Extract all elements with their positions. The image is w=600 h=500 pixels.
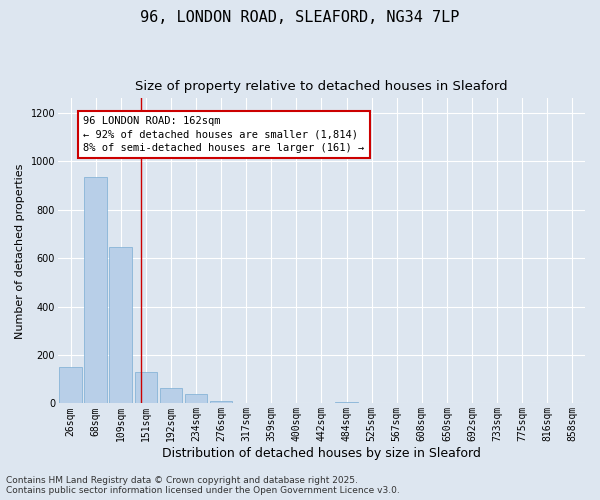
- Bar: [210, 400, 232, 404]
- Bar: [185, 394, 207, 404]
- Title: Size of property relative to detached houses in Sleaford: Size of property relative to detached ho…: [135, 80, 508, 93]
- Text: 96, LONDON ROAD, SLEAFORD, NG34 7LP: 96, LONDON ROAD, SLEAFORD, NG34 7LP: [140, 10, 460, 25]
- X-axis label: Distribution of detached houses by size in Sleaford: Distribution of detached houses by size …: [162, 447, 481, 460]
- Bar: [59, 366, 82, 404]
- Bar: [134, 372, 157, 404]
- Text: Contains HM Land Registry data © Crown copyright and database right 2025.
Contai: Contains HM Land Registry data © Crown c…: [6, 476, 400, 495]
- Y-axis label: Number of detached properties: Number of detached properties: [15, 163, 25, 338]
- Text: 96 LONDON ROAD: 162sqm
← 92% of detached houses are smaller (1,814)
8% of semi-d: 96 LONDON ROAD: 162sqm ← 92% of detached…: [83, 116, 364, 153]
- Bar: [335, 402, 358, 404]
- Bar: [160, 388, 182, 404]
- Bar: [85, 177, 107, 404]
- Bar: [109, 246, 132, 404]
